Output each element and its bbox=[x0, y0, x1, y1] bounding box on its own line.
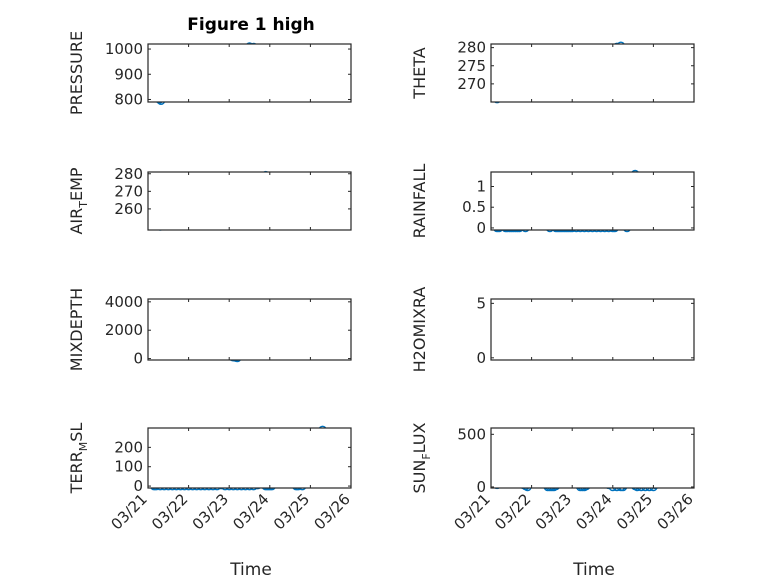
ylabel-subscript: T bbox=[77, 201, 90, 209]
ytick-label: 270 bbox=[457, 75, 486, 93]
ylabel-sun-flux: SUNFLUX bbox=[410, 422, 433, 493]
ytick-label: 270 bbox=[114, 182, 143, 200]
ylabel-subscript: M bbox=[77, 442, 90, 452]
ylabel-terrain-msl: TERRMSL bbox=[67, 423, 90, 495]
ylabel-text: PRESSURE bbox=[67, 31, 86, 115]
ytick-label: 0.5 bbox=[462, 198, 486, 216]
ylabel-h2o-mixratio: H2OMIXRA bbox=[410, 287, 429, 373]
ytick-label: 0 bbox=[133, 350, 143, 368]
ytick-label: 1 bbox=[476, 178, 486, 196]
axes-box bbox=[490, 43, 695, 103]
ylabel-theta: THETA bbox=[410, 47, 429, 99]
ylabel-suffix: SL bbox=[67, 423, 86, 442]
subplot-pressure: 800 900 1000 PRESSURE bbox=[67, 31, 352, 115]
xlabel-left: Time bbox=[229, 560, 272, 580]
ylabel-text: RAINFALL bbox=[410, 164, 429, 239]
ylabel-text: AIR bbox=[67, 208, 86, 235]
ytick-label: 1000 bbox=[105, 40, 143, 58]
ytick-label: 900 bbox=[114, 65, 143, 83]
ytick-label: 0 bbox=[476, 349, 486, 367]
ylabel-subscript: F bbox=[420, 453, 433, 459]
ylabel-suffix: LUX bbox=[410, 422, 429, 453]
ylabel-text: SUN bbox=[410, 460, 429, 494]
ytick-label: 500 bbox=[457, 425, 486, 443]
axes-box bbox=[490, 298, 695, 361]
ytick-label: 5 bbox=[476, 294, 486, 312]
subplot-mixdepth: 0 2000 4000 MIXDEPTH bbox=[67, 288, 352, 371]
ylabel-text: THETA bbox=[410, 47, 429, 99]
ylabel-pressure: PRESSURE bbox=[67, 31, 86, 115]
axes-box bbox=[147, 171, 352, 231]
ylabel-air-temp: AIRTEMP bbox=[67, 167, 90, 234]
ylabel-text: MIXDEPTH bbox=[67, 288, 86, 371]
axes-box bbox=[490, 171, 695, 231]
ytick-label: 275 bbox=[457, 57, 486, 75]
ytick-label: 0 bbox=[133, 477, 143, 495]
ylabel-suffix: EMP bbox=[67, 167, 86, 201]
ylabel-text: TERR bbox=[67, 451, 86, 494]
ytick-label: 4000 bbox=[105, 293, 143, 311]
ytick-label: 800 bbox=[114, 90, 143, 108]
ytick-label: 0 bbox=[476, 478, 486, 496]
subplot-h2o-mixratio: 0 5 H2OMIXRA bbox=[410, 287, 695, 373]
axes-box bbox=[147, 43, 352, 103]
axes-box bbox=[147, 298, 352, 361]
ytick-label: 260 bbox=[114, 200, 143, 218]
axes-box bbox=[147, 427, 352, 489]
ylabel-text: H2OMIXRA bbox=[410, 287, 429, 373]
ytick-label: 100 bbox=[114, 458, 143, 476]
axes-box bbox=[490, 427, 695, 489]
ytick-label: 0 bbox=[476, 219, 486, 237]
ytick-label: 2000 bbox=[105, 321, 143, 339]
subplot-rainfall: 0 0.5 1 RAINFALL bbox=[410, 164, 695, 239]
ylabel-rainfall: RAINFALL bbox=[410, 164, 429, 239]
ylabel-mixdepth: MIXDEPTH bbox=[67, 288, 86, 371]
ytick-label: 280 bbox=[457, 39, 486, 57]
figure-title: Figure 1 high bbox=[187, 15, 315, 35]
ytick-label: 280 bbox=[114, 165, 143, 183]
xlabel-right: Time bbox=[572, 560, 615, 580]
ytick-label: 200 bbox=[114, 438, 143, 456]
